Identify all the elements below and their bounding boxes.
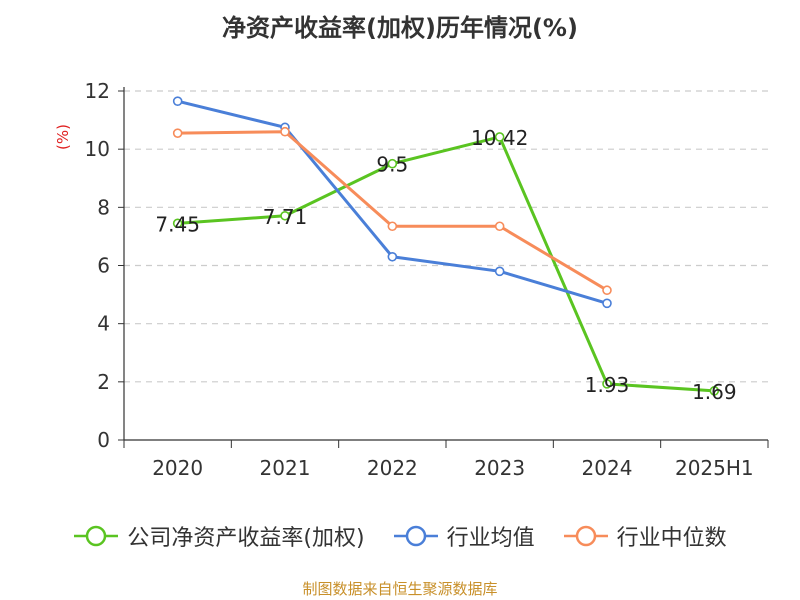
- legend: 公司净资产收益率(加权) 行业均值 行业中位数: [0, 520, 800, 552]
- y-tick-label: 0: [97, 428, 110, 452]
- x-tick-label: 2020: [152, 456, 203, 480]
- series-line-0: [177, 135, 715, 393]
- legend-item-2[interactable]: 行业中位数: [563, 520, 727, 552]
- grid-lines: [124, 90, 768, 383]
- data-point: [387, 158, 398, 169]
- data-label: 7.45: [155, 212, 200, 236]
- legend-marker-icon: [563, 525, 608, 547]
- legend-label: 行业均值: [446, 526, 535, 551]
- source-note: 制图数据来自恒生聚源数据库: [302, 580, 498, 598]
- data-point: [602, 285, 612, 296]
- series-lines: [172, 96, 720, 396]
- data-point: [494, 266, 505, 277]
- legend-marker-icon: [74, 525, 119, 547]
- data-label: 9.5: [376, 153, 408, 177]
- y-tick-label: 6: [97, 254, 110, 278]
- chart-title: 净资产收益率(加权)历年情况(%): [222, 14, 578, 42]
- data-label: 10.42: [471, 126, 528, 150]
- data-point: [172, 218, 183, 229]
- data-point: [172, 96, 183, 106]
- legend-item-1[interactable]: 行业均值: [393, 520, 535, 552]
- data-point: [709, 386, 720, 396]
- data-point: [172, 128, 183, 138]
- data-point: [602, 298, 612, 309]
- data-point: [387, 251, 398, 262]
- data-label: 1.69: [692, 380, 737, 404]
- data-point: [602, 379, 612, 389]
- data-point: [387, 221, 398, 232]
- data-label: 1.93: [585, 373, 630, 397]
- y-tick-label: 12: [85, 79, 110, 103]
- x-tick-label: 2023: [474, 456, 525, 480]
- axes: 0 2 4 6 8 10 12 2020 2021 2022 2023 2024 2025H1: [85, 79, 769, 480]
- data-labels: 7.45 7.71 9.5 10.42 1.93 1.69: [155, 126, 736, 404]
- x-tick-label: 2021: [260, 456, 311, 480]
- data-label: 7.71: [263, 205, 308, 229]
- data-point: [280, 210, 290, 221]
- y-tick-label: 8: [97, 195, 110, 219]
- x-tick-label: 2024: [582, 456, 633, 480]
- data-point: [494, 221, 505, 232]
- y-tick-label: 4: [97, 312, 110, 336]
- data-point: [280, 126, 290, 137]
- x-tick-label: 2022: [367, 456, 418, 480]
- legend-label: 行业中位数: [616, 526, 727, 551]
- y-tick-label: 2: [97, 370, 110, 394]
- data-point: [494, 132, 505, 142]
- y-tick-label: 10: [85, 137, 110, 161]
- x-tick-label: 2025H1: [675, 456, 754, 480]
- legend-label: 公司净资产收益率(加权): [127, 526, 365, 551]
- legend-item-0[interactable]: 公司净资产收益率(加权): [73, 520, 365, 552]
- legend-marker-icon: [393, 525, 438, 547]
